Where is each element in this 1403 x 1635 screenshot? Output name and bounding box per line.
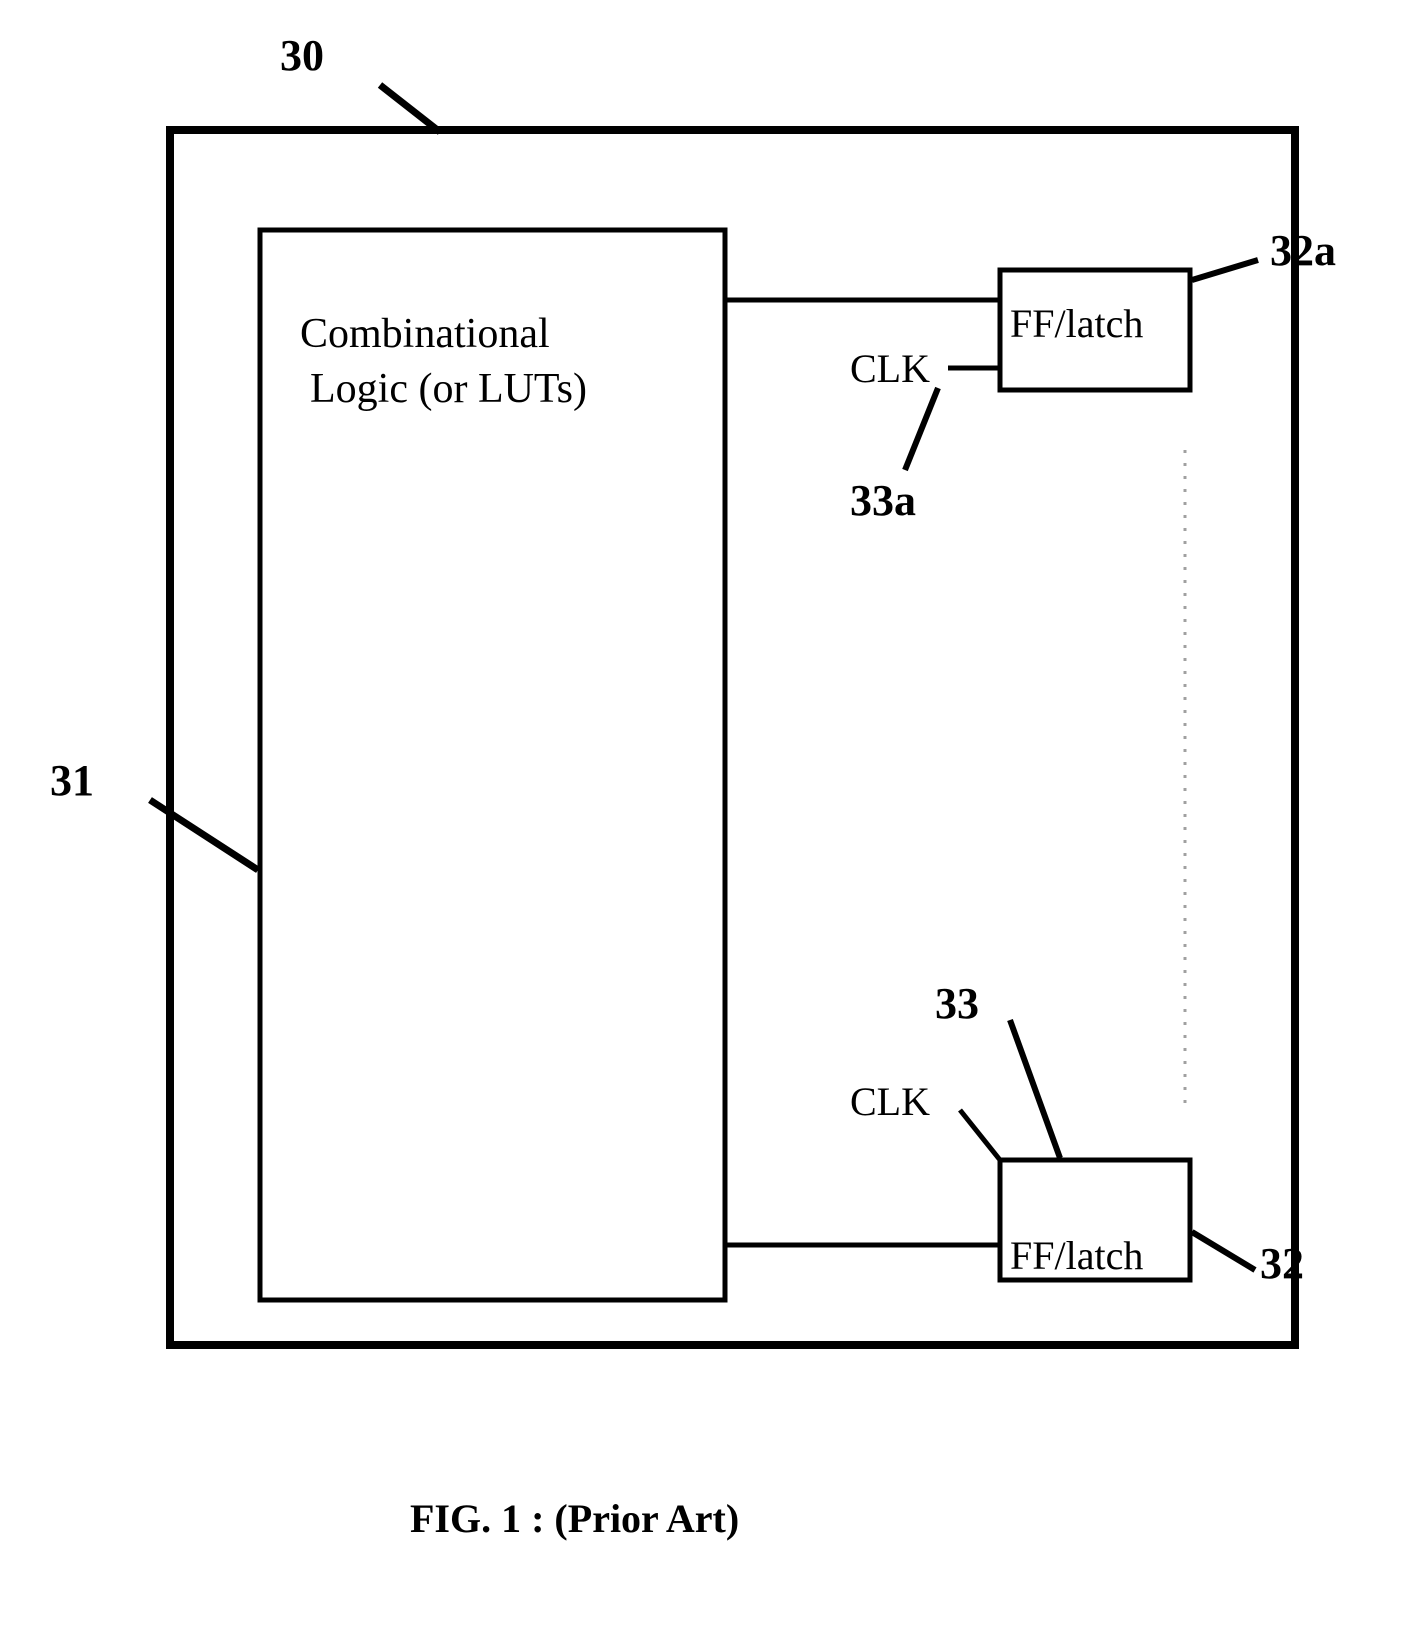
combinational-text-line1: Combinational [300, 310, 550, 358]
figure-caption: FIG. 1 : (Prior Art) [410, 1495, 739, 1542]
ff-top-ref-leader [1192, 260, 1258, 280]
ff-bottom-ref-leader [1192, 1232, 1255, 1270]
combinational-ref-label: 31 [50, 755, 94, 806]
figure-canvas: 30 Combinational Logic (or LUTs) 31 FF/l… [0, 0, 1403, 1630]
ff-top-ref-label: 32a [1270, 225, 1336, 276]
ff-top-clk-label: CLK [850, 345, 930, 392]
ff-bottom-label: FF/latch [1010, 1232, 1143, 1279]
combinational-text-line2: Logic (or LUTs) [310, 365, 587, 413]
ff-bottom-clk-wire [960, 1110, 1000, 1160]
diagram-svg [0, 0, 1403, 1630]
ff-top-clk-ref-leader [905, 388, 938, 470]
outer-box-leader [380, 85, 440, 132]
ff-bottom-clk-label: CLK [850, 1078, 930, 1125]
ff-top-label: FF/latch [1010, 300, 1143, 347]
outer-box-ref-label: 30 [280, 30, 324, 81]
ff-top-clk-ref-label: 33a [850, 475, 916, 526]
ff-bottom-clk-ref-label: 33 [935, 978, 979, 1029]
ff-bottom-ref-label: 32 [1260, 1238, 1304, 1289]
ff-bottom-clk-ref-leader [1010, 1020, 1060, 1158]
